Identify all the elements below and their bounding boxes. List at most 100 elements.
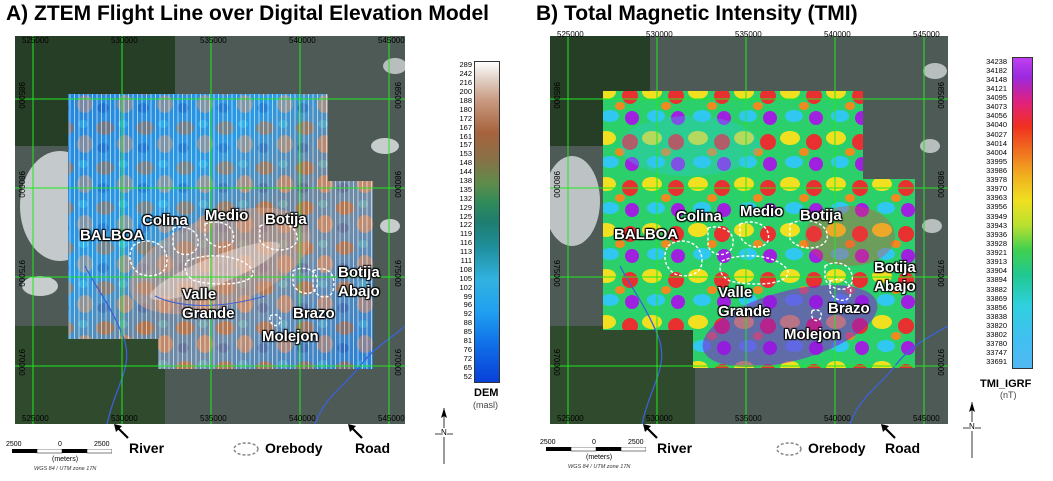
panel-a-legend	[474, 61, 500, 383]
panel-a-legend-unit: (masl)	[473, 400, 498, 410]
panel-b-orebody-label: Orebody	[808, 440, 866, 456]
panel-a-legend-value: 96	[463, 300, 472, 310]
panel-a-ytick-right-3: 970000	[393, 349, 402, 376]
panel-b-legend-value: 34095	[986, 93, 1007, 103]
panel-b-legend-value: 33904	[986, 266, 1007, 276]
panel-a-legend-value: 242	[459, 69, 472, 79]
panel-b-legend-value: 34014	[986, 138, 1007, 148]
panel-b-legend-value: 33856	[986, 302, 1007, 312]
panel-a-ytick-left-1: 980000	[17, 171, 26, 198]
panel-b-label-botija: Botija	[800, 207, 842, 224]
panel-b-xtick-bot-4: 545000	[913, 414, 940, 423]
panel-b-xtick-bot-2: 535000	[735, 414, 762, 423]
panel-b-legend-value: 33956	[986, 202, 1007, 212]
panel-b-ytick-left-3: 970000	[552, 349, 561, 376]
panel-b-legend-value: 33802	[986, 330, 1007, 340]
panel-b-label-molejon: Molejon	[784, 326, 841, 343]
panel-b-ytick-right-0: 985000	[936, 82, 945, 109]
panel-a-legend-value: 125	[459, 211, 472, 221]
panel-a-label-valle: Valle	[182, 286, 217, 303]
panel-b-title: B) Total Magnetic Intensity (TMI)	[536, 2, 858, 25]
panel-b-legend-value: 34056	[986, 111, 1007, 121]
panel-a-legend-value: 65	[463, 362, 472, 372]
panel-a-legend-value: 88	[463, 318, 472, 328]
panel-a-legend-value: 76	[463, 344, 472, 354]
panel-a-legend-value: 129	[459, 202, 472, 212]
panel-a-xtick-top-1: 530000	[111, 36, 138, 45]
panel-a-north-label: N	[441, 428, 447, 437]
panel-a-legend-value: 157	[459, 140, 472, 150]
panel-b-label-botija-abajo-1: Botija	[874, 259, 916, 276]
panel-a-legend-value: 52	[463, 371, 472, 381]
panel-b-river-arrow-icon	[643, 424, 658, 439]
orebody-outlines	[664, 219, 853, 322]
panel-b-north-label: N	[969, 422, 975, 431]
panel-b-legend-value: 33780	[986, 339, 1007, 349]
panel-a-legend-value: 289	[459, 60, 472, 70]
panel-a-ytick-right-0: 985000	[393, 82, 402, 109]
panel-b-legend-value: 33882	[986, 284, 1007, 294]
panel-b-legend-value: 33820	[986, 320, 1007, 330]
panel-a-legend-value: 119	[460, 229, 472, 239]
panel-a-crs: WGS 84 / UTM zone 17N	[34, 466, 97, 472]
panel-a-legend-value: 102	[459, 282, 472, 292]
panel-a-scale-unit: (meters)	[52, 456, 79, 463]
panel-a-legend-value: 188	[459, 96, 472, 105]
panel-a-label-balboa: BALBOA	[80, 227, 145, 244]
panel-b-scale-mid: 0	[592, 439, 596, 446]
panel-b-legend-value: 34121	[986, 83, 1007, 93]
panel-b-scale-left: 2500	[540, 439, 556, 446]
panel-b-legend-unit: (nT)	[1000, 390, 1017, 400]
panel-b-label-medio: Medio	[740, 203, 784, 220]
panel-b-ytick-right-3: 970000	[936, 349, 945, 376]
panel-a-legend-values: 289 242 216 200 188 180 172 167 161 157 153 148 144 1…	[454, 60, 474, 381]
panel-b-road-label: Road	[885, 440, 920, 456]
orebody-outlines	[129, 221, 335, 327]
panel-a-xtick-top-3: 540000	[289, 36, 316, 45]
panel-b-legend-value: 34004	[986, 147, 1007, 157]
panel-b-xtick-top-3: 540000	[824, 30, 851, 39]
panel-a-legend-value: 138	[459, 176, 472, 185]
panel-a-xtick-bot-1: 530000	[111, 414, 138, 423]
panel-b-legend-value: 33869	[986, 293, 1007, 303]
panel-b-legend-value: 33691	[986, 357, 1007, 367]
panel-a-orebody-label: Orebody	[265, 440, 323, 456]
panel-b-legend-value: 33913	[986, 257, 1007, 267]
panel-a-map	[15, 36, 405, 424]
panel-a-legend-value: 99	[463, 291, 472, 301]
panel-a-title: A) ZTEM Flight Line over Digital Elevati…	[6, 2, 490, 25]
panel-b-legend-value: 34238	[986, 56, 1007, 66]
panel-b-ytick-right-2: 975000	[936, 260, 945, 287]
panel-a-xtick-top-4: 545000	[378, 36, 405, 45]
panel-b-xtick-top-2: 535000	[735, 30, 762, 39]
panel-b-label-botija-abajo-2: Abajo	[874, 278, 916, 295]
panel-a-legend-value: 122	[459, 220, 472, 230]
panel-a-road-arrow-icon	[348, 424, 363, 439]
panel-b-ytick-left-2: 975000	[552, 260, 561, 287]
panel-b-legend	[1012, 57, 1033, 369]
panel-a-legend-value: 111	[460, 256, 472, 265]
panel-a-ytick-right-2: 975000	[393, 260, 402, 287]
panel-a-river-label: River	[129, 440, 165, 456]
panel-b-label-balboa: BALBOA	[614, 226, 679, 243]
panel-b-scale-unit: (meters)	[586, 454, 613, 461]
panel-a-legend-value: 153	[459, 149, 472, 159]
panel-b-river-label: River	[657, 440, 693, 456]
panel-a-scale-right: 2500	[94, 441, 110, 448]
panel-a-legend-value: 216	[459, 78, 472, 88]
panel-a-scale-bar	[12, 449, 112, 454]
panel-a-label-molejon: Molejon	[262, 328, 319, 345]
panel-b-legend-value: 33838	[986, 311, 1007, 321]
panel-b-xtick-bot-1: 530000	[646, 414, 673, 423]
panel-a-legend-value: 180	[459, 104, 472, 114]
panel-a-legend-value: 72	[463, 353, 472, 363]
panel-b-legend-value: 33936	[986, 229, 1007, 239]
panel-a-river-arrow-icon	[114, 424, 129, 439]
river-line	[619, 265, 663, 424]
panel-b-legend-value: 34182	[986, 65, 1007, 75]
panel-b-legend-value: 33995	[986, 156, 1007, 166]
utm-grid	[15, 36, 405, 424]
panel-a-legend-value: 161	[459, 131, 472, 141]
panel-a-legend-value: 135	[459, 184, 472, 194]
panel-a-label-colina: Colina	[142, 212, 188, 229]
